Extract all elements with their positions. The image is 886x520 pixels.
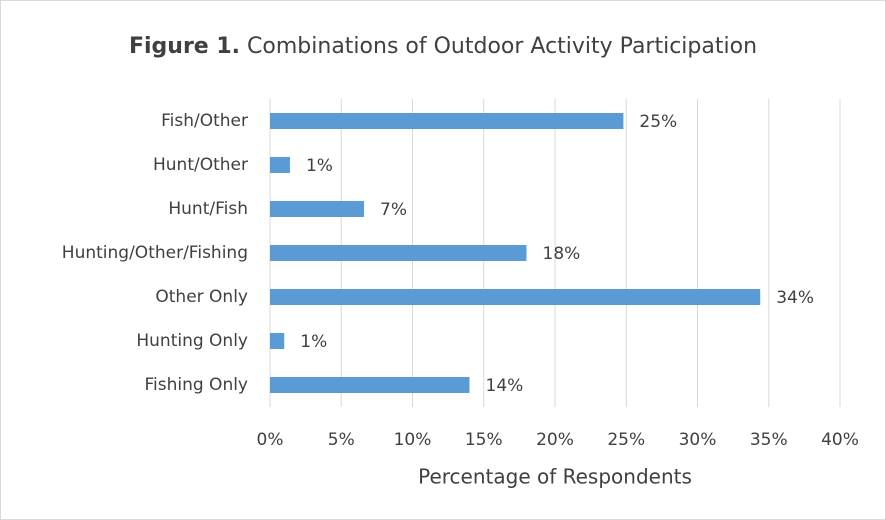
x-tick-label: 30%	[679, 430, 717, 450]
y-tick-label: Other Only	[155, 287, 248, 307]
data-label: 18%	[543, 244, 581, 264]
x-tick-label: 25%	[607, 430, 645, 450]
bar	[270, 113, 624, 129]
x-tick-label: 15%	[465, 430, 503, 450]
y-tick-label: Hunting/Other/Fishing	[62, 243, 248, 263]
x-tick-label: 5%	[328, 430, 355, 450]
bar	[270, 245, 527, 261]
data-label: 1%	[300, 332, 327, 352]
data-label: 1%	[306, 156, 333, 176]
x-axis-title: Percentage of Respondents	[418, 465, 692, 489]
data-label: 14%	[486, 376, 524, 396]
x-tick-label: 35%	[750, 430, 788, 450]
bar	[270, 201, 365, 217]
x-tick-label: 40%	[821, 430, 859, 450]
x-tick-label: 10%	[394, 430, 432, 450]
x-tick-label: 0%	[257, 430, 284, 450]
y-tick-label: Hunt/Other	[153, 155, 248, 175]
data-label: 25%	[639, 112, 677, 132]
bar	[270, 289, 761, 305]
bar	[270, 333, 285, 349]
y-tick-label: Hunting Only	[136, 331, 248, 351]
data-label: 7%	[380, 200, 407, 220]
y-tick-label: Hunt/Fish	[168, 199, 248, 219]
data-label: 34%	[776, 288, 814, 308]
bar	[270, 157, 290, 173]
title-bold: Figure 1.	[129, 34, 240, 59]
bar	[270, 377, 470, 393]
y-tick-label: Fish/Other	[161, 111, 248, 131]
x-tick-label: 20%	[536, 430, 574, 450]
y-tick-label: Fishing Only	[144, 375, 248, 395]
chart-title: Figure 1. Combinations of Outdoor Activi…	[129, 34, 757, 59]
title-text: Combinations of Outdoor Activity Partici…	[247, 34, 757, 59]
